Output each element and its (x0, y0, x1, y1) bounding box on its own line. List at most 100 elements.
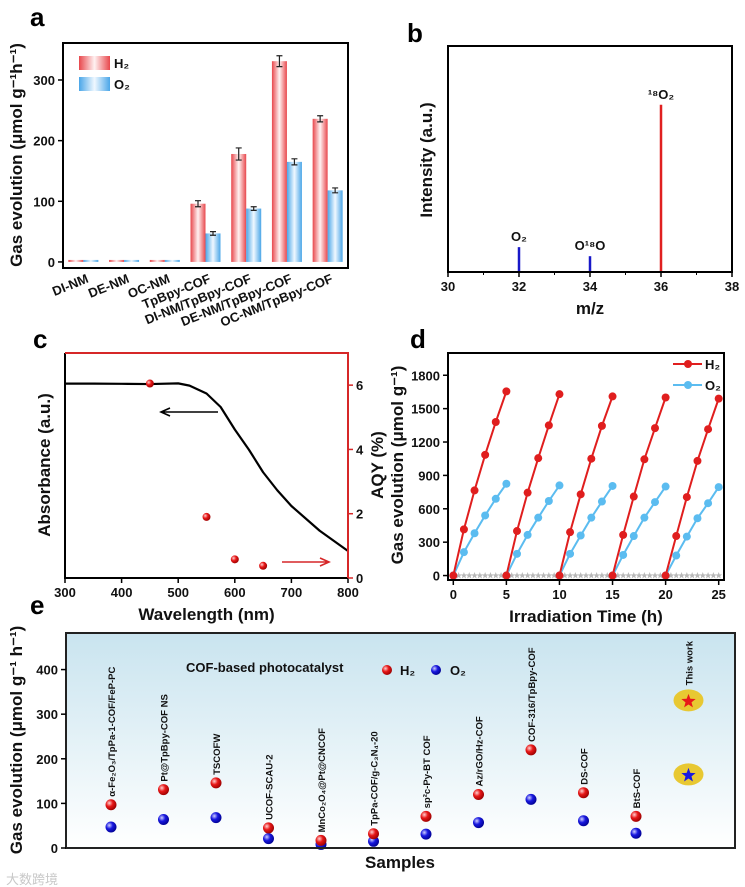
y-tick-label: 100 (33, 194, 55, 209)
series-line (558, 396, 614, 576)
legend-swatch-h2 (79, 56, 110, 70)
x-category-label: DI-NM (50, 271, 90, 299)
right-top-axes (65, 352, 349, 578)
data-point (651, 498, 659, 507)
y-tick-label: 100 (36, 796, 58, 811)
panels: 0100200300DI-NMDE-NMOC-NMTpBpy-COFDI-NM/… (6, 2, 739, 887)
control-star-icon (518, 571, 526, 579)
data-point (640, 455, 649, 464)
y-axis-title: Gas evolution (μmol g⁻¹) (388, 366, 407, 565)
data-point (682, 493, 691, 502)
x-tick-label: 0 (450, 587, 457, 602)
sample-label: sp²c-Py-BT COF (422, 735, 433, 808)
peak-label: ¹⁸O₂ (648, 87, 675, 102)
data-point (661, 393, 670, 402)
control-star-icon (529, 571, 537, 579)
data-point (619, 550, 628, 559)
data-point (619, 530, 628, 539)
control-star-icon (492, 571, 500, 579)
h2-point (368, 828, 379, 840)
y-tick-label: 200 (36, 752, 58, 767)
legend-marker-h2 (382, 665, 392, 675)
control-star-icon (455, 571, 463, 579)
absorbance-curve (65, 382, 349, 552)
panel-b-mass-spectrum: O₂ O¹⁸O ¹⁸O₂ 30 32 34 36 38 m/z Intensity (a.u.) (417, 45, 739, 318)
data-point (491, 494, 500, 503)
control-star-icon (603, 571, 611, 579)
data-point (566, 549, 575, 558)
control-star-icon (694, 571, 701, 579)
o2-point (368, 835, 379, 847)
data-point (629, 532, 638, 541)
data-point (523, 530, 532, 539)
sample-label: Pt@TpBpy-COF NS (160, 694, 171, 781)
sample-label: Az/rGO/Hz-COF (475, 716, 486, 786)
plot-background (66, 633, 735, 848)
control-star-icon (550, 571, 558, 579)
legend-label: O₂ (450, 663, 466, 678)
data-point (672, 551, 681, 560)
control-star-icon (460, 571, 468, 579)
error-bar (235, 147, 242, 161)
data-point (459, 548, 468, 557)
control-star-icon (630, 571, 638, 579)
panel-label: b (407, 18, 423, 48)
series-line (452, 391, 508, 576)
data-point (587, 454, 596, 463)
x-tick-label: 30 (441, 279, 455, 294)
o2-point (420, 828, 432, 840)
plot-frame (65, 632, 736, 849)
h2-point (578, 787, 589, 799)
x-axis-title: Wavelength (nm) (138, 605, 274, 624)
aqy-point (259, 561, 268, 570)
sample-label: UCOF-SCAU-2 (265, 754, 276, 819)
h2-point (210, 777, 222, 789)
y-tick-label: 2 (356, 507, 363, 522)
arrow-left-icon (159, 407, 218, 417)
y-tick-label: 1500 (411, 402, 440, 417)
control-star-icon (667, 571, 675, 579)
panel-label: c (33, 324, 47, 354)
data-point (470, 486, 479, 495)
legend-label: O₂ (705, 378, 721, 393)
control-star-icon (540, 571, 547, 579)
data-point (534, 513, 543, 522)
control-star-icon (651, 571, 659, 579)
x-tick-label: 300 (54, 585, 76, 600)
control-star-icon (715, 571, 723, 579)
sample-label: DS-COF (580, 748, 591, 785)
y-tick-label: 600 (418, 502, 440, 517)
data-point (470, 529, 479, 538)
panel-label: a (30, 2, 45, 32)
data-point (704, 425, 713, 434)
legend-label: O₂ (114, 77, 130, 92)
y-tick-label: 4 (356, 442, 364, 457)
panel-a-bar-chart: 0100200300DI-NMDE-NMOC-NMTpBpy-COFDI-NM/… (7, 42, 349, 330)
peak-label: O₂ (511, 229, 527, 244)
arrow-right-icon (282, 557, 331, 567)
control-star-icon (678, 571, 685, 579)
data-point (714, 483, 723, 492)
error-bar (195, 200, 201, 208)
aqy-point (230, 555, 239, 564)
x-tick-label: 700 (281, 585, 303, 600)
control-star-icon (582, 571, 590, 579)
x-tick-label: 500 (167, 585, 189, 600)
x-axis-title: m/z (576, 299, 604, 318)
control-star-icon (614, 571, 622, 579)
data-point (693, 514, 702, 523)
control-star-icon (497, 571, 505, 579)
y-tick-label: 0 (356, 571, 363, 586)
error-bar (250, 206, 257, 211)
x-tick-label: 20 (658, 587, 672, 602)
panel-e-comparison: α-Fe₂O₃/TpPa-1-COF/FeP-PC Pt@TpBpy-COF NS… (7, 626, 736, 872)
o2-point (578, 815, 589, 827)
x-tick-label: 15 (605, 587, 619, 602)
bar-o2 (205, 233, 221, 262)
data-point (597, 421, 606, 430)
y-tick-label: 0 (51, 841, 58, 856)
control-star-icon (683, 571, 691, 579)
control-star-icon (487, 571, 494, 579)
